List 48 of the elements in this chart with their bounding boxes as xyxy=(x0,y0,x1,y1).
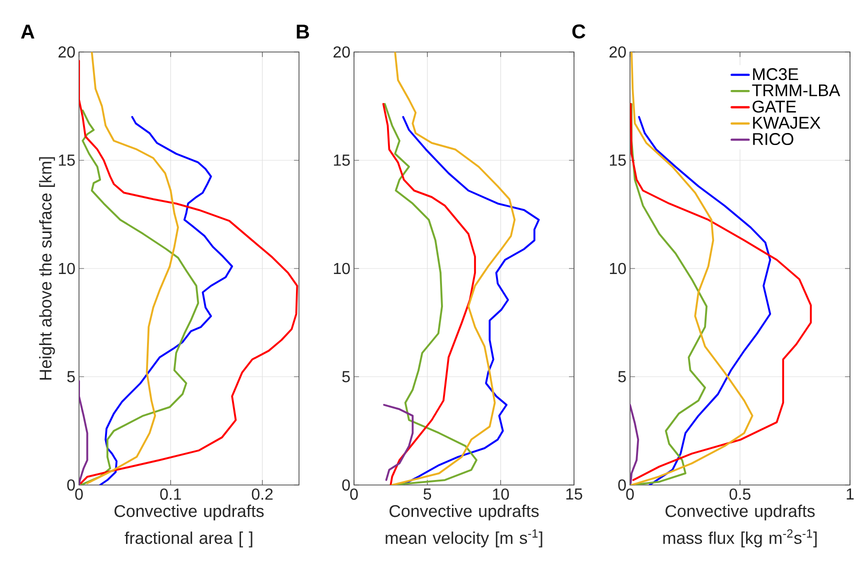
x-tick-label: 0 xyxy=(626,488,634,500)
y-tick-label: 5 xyxy=(67,371,75,382)
x-tick-label: 5 xyxy=(424,488,432,500)
line-series xyxy=(80,110,200,485)
x-axis-title: Convective updrafts fractional area [ ] xyxy=(114,504,264,548)
line-series xyxy=(401,116,540,485)
line-series xyxy=(383,404,414,481)
y-tick-label: 5 xyxy=(342,371,350,382)
y-tick-label: 0 xyxy=(67,479,75,491)
line-series xyxy=(391,52,516,485)
y-axis-title: Height above the surface [km] xyxy=(39,157,55,380)
y-tick-label: 10 xyxy=(58,262,75,274)
chart-title: B xyxy=(296,24,310,38)
x-axis-title: Convective updrafts mean velocity [m s$^{-1}$] xyxy=(386,504,542,548)
line-series xyxy=(79,380,88,485)
y-tick-label: 10 xyxy=(334,262,350,274)
line-series xyxy=(630,103,708,485)
chart-title: C xyxy=(572,24,586,38)
x-tick-label: 0.2 xyxy=(252,488,273,500)
legend-label: GATE xyxy=(752,100,796,113)
y-tick-label: 15 xyxy=(334,154,350,166)
x-tick-label: 15 xyxy=(566,488,582,500)
y-tick-label: 0 xyxy=(342,479,350,491)
line-series xyxy=(79,60,298,484)
chart-title: A xyxy=(21,24,34,38)
y-tick-label: 15 xyxy=(58,154,75,166)
y-tick-label: 15 xyxy=(610,154,626,166)
line-series xyxy=(86,52,179,484)
legend-label: TRMM-LBA xyxy=(752,84,840,96)
y-tick-label: 20 xyxy=(610,46,626,58)
legend-label: KWAJEX xyxy=(753,116,820,129)
y-tick-label: 20 xyxy=(58,46,75,58)
legend-label: MC3E xyxy=(753,68,798,80)
x-tick-label: 0.5 xyxy=(730,488,750,500)
line-series xyxy=(630,404,640,484)
legend-label: RICO xyxy=(753,133,794,146)
x-tick-label: 0 xyxy=(350,488,358,500)
line-series xyxy=(99,116,234,485)
y-tick-label: 5 xyxy=(618,371,626,382)
x-tick-label: 0 xyxy=(75,488,83,500)
y-tick-label: 20 xyxy=(334,46,350,58)
x-tick-label: 0.1 xyxy=(160,488,181,500)
y-tick-label: 10 xyxy=(610,262,626,274)
x-axis-title: Convective updrafts mass flux [kg m$^{-2}$s$^{-1}$] xyxy=(663,504,817,548)
y-tick-label: 0 xyxy=(618,479,626,491)
x-tick-label: 10 xyxy=(493,488,509,500)
x-tick-label: 1 xyxy=(846,488,854,500)
line-series xyxy=(630,52,754,485)
